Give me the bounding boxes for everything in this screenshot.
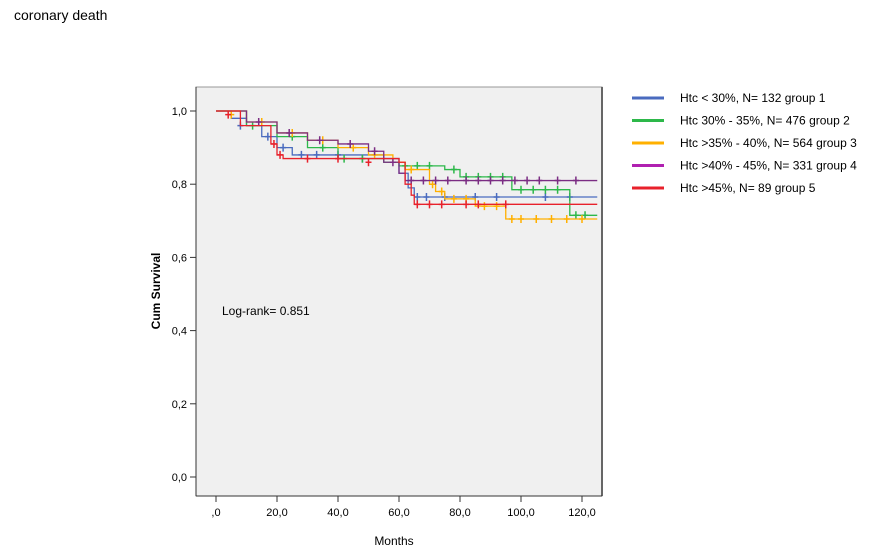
censor-mark [365,158,372,167]
y-tick-label: 0,0 [172,472,187,484]
censor-mark [408,176,415,185]
y-tick-label: 0,8 [172,179,187,191]
censor-mark [493,193,500,202]
censor-mark [582,211,589,220]
censor-mark [548,214,555,223]
censor-mark [487,176,494,185]
censor-mark [426,200,433,209]
censor-mark [438,187,445,196]
legend-entry: Htc < 30%, N= 132 group 1 [680,91,826,105]
censor-mark [475,200,482,209]
censor-mark [286,128,293,137]
censor-mark [572,211,579,220]
x-tick-label: 80,0 [449,507,470,519]
censor-mark [536,176,543,185]
censor-mark [414,161,421,170]
censor-mark [579,214,585,223]
censor-mark [429,180,436,189]
y-axis-label: Cum Survival [149,253,163,330]
legend-entry: Htc >35% - 40%, N= 564 group 3 [680,136,857,150]
censor-mark [264,132,271,141]
x-axis-label: Months [374,534,413,548]
censor-mark [572,176,579,185]
censor-mark [408,165,415,174]
legend-entry: Htc >45%, N= 89 group 5 [680,181,816,195]
censor-mark [255,117,262,126]
series-group-4 [216,110,598,185]
legend-entry: Htc >40% - 45%, N= 331 group 4 [680,159,857,173]
legend-entry: Htc 30% - 35%, N= 476 group 2 [680,114,850,128]
censor-mark [432,176,439,185]
censor-mark [270,139,277,148]
censor-mark [371,147,378,156]
censor-mark [389,158,396,167]
censor-mark [304,154,311,163]
censor-mark [313,150,320,159]
censor-mark [438,200,445,209]
censor-mark [463,200,470,209]
y-tick-label: 0,4 [172,326,187,338]
censor-mark [542,185,549,194]
censor-mark [518,185,524,194]
censor-mark [335,154,341,163]
censor-mark [563,214,570,223]
censor-mark [414,200,421,209]
censor-mark [499,176,506,185]
censor-mark [524,176,531,185]
censor-mark [280,143,287,152]
censor-mark [493,202,500,211]
x-tick-label: 40,0 [327,507,348,519]
y-tick-label: 0,2 [172,399,187,411]
y-tick-label: 1,0 [172,106,187,118]
censor-mark [463,176,470,185]
censor-mark [533,214,540,223]
series-group-5 [216,110,598,209]
x-tick-label: ,0 [211,507,220,519]
annotation-logrank: Log-rank= 0.851 [222,304,310,318]
survival-curve-5 [216,110,598,205]
survival-curve-4 [216,110,598,182]
censor-mark [319,143,326,152]
censor-mark [511,176,518,185]
chart-title: coronary death [14,7,108,23]
censor-mark [298,150,305,159]
censor-mark [277,150,284,159]
censor-mark [316,136,323,145]
censor-mark [420,176,427,185]
censor-mark [225,110,232,119]
censor-mark [423,193,430,202]
censor-mark [450,165,457,174]
x-tick-label: 100,0 [507,507,535,519]
censor-mark [554,176,561,185]
censor-mark [450,194,457,203]
censor-mark [542,193,549,202]
censor-mark [530,185,537,194]
censor-mark [444,176,451,185]
y-tick-label: 0,6 [172,252,187,264]
censor-mark [350,143,357,152]
plot-area [195,86,603,497]
censor-mark [481,202,488,211]
censor-mark [475,176,482,185]
censor-mark [508,214,515,223]
censor-mark [426,161,433,170]
censor-mark [554,185,561,194]
x-tick-label: 60,0 [388,507,409,519]
censor-mark [502,200,509,209]
censor-mark [518,214,524,223]
censor-mark [347,139,354,148]
censor-mark [414,193,421,202]
x-tick-label: 20,0 [266,507,287,519]
x-tick-label: 120,0 [568,507,596,519]
